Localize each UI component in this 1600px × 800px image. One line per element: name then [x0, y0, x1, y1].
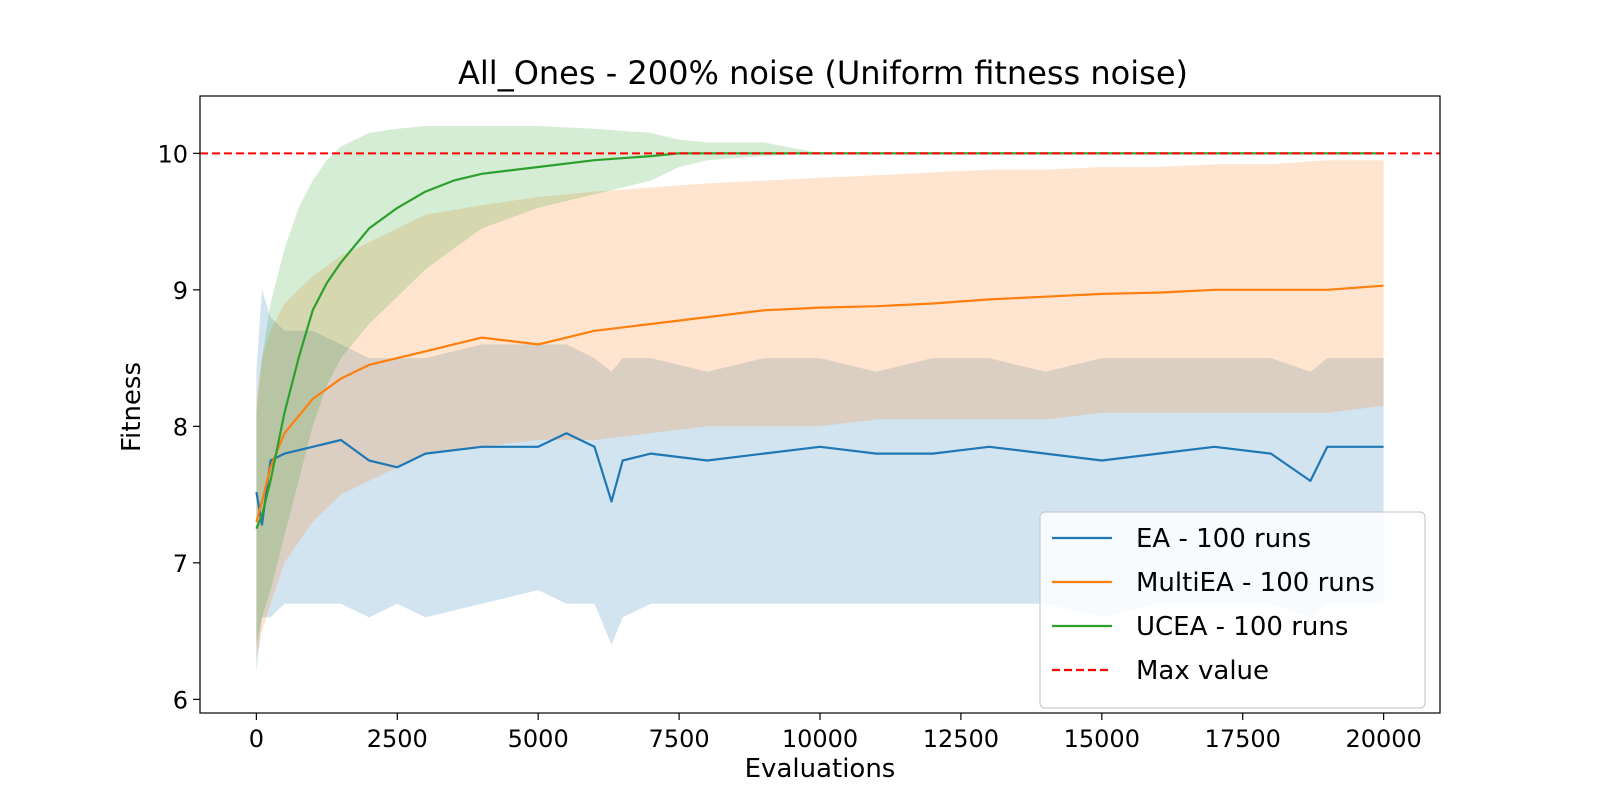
- multiea-100-runs-line: [255, 284, 1384, 523]
- x-tick-label: 10000: [782, 725, 858, 753]
- y-tick-label: 10: [157, 140, 188, 168]
- legend-frame: [1039, 511, 1426, 709]
- y-axis-ticks: 6 7 8 9 10: [157, 140, 200, 714]
- x-tick-label: 15000: [1064, 725, 1140, 753]
- x-tick-label: 7500: [649, 725, 710, 753]
- chart-title: All_Ones - 200% noise (Uniform fitness n…: [458, 54, 1188, 92]
- x-axis-label: Evaluations: [745, 754, 896, 784]
- x-tick-label: 0: [249, 725, 264, 753]
- y-tick-label: 6: [173, 686, 188, 714]
- legend: EA - 100 runs MultiEA - 100 runs UCEA - 10…: [1039, 511, 1426, 709]
- legend-label-ucea-100-runs: UCEA - 100 runs: [1136, 612, 1348, 642]
- ucea-100-runs-band: [256, 126, 1384, 645]
- legend-label-multiea-100-runs: MultiEA - 100 runs: [1136, 568, 1375, 598]
- x-tick-label: 5000: [508, 725, 569, 753]
- legend-label-ea-100-runs: EA - 100 runs: [1136, 524, 1311, 554]
- x-tick-label: 20000: [1345, 725, 1421, 753]
- x-tick-label: 17500: [1205, 725, 1281, 753]
- y-tick-label: 7: [173, 550, 188, 578]
- y-tick-label: 9: [173, 277, 188, 305]
- x-tick-label: 12500: [923, 725, 999, 753]
- ea-100-runs-line: [255, 432, 1384, 526]
- y-axis-label: Fitness: [117, 362, 147, 452]
- x-tick-label: 2500: [367, 725, 428, 753]
- y-tick-label: 8: [173, 413, 188, 441]
- legend-label-max-value: Max value: [1136, 656, 1269, 686]
- x-axis-ticks: 0 2500 5000 7500 10000 12500 15000 17500 20000: [249, 713, 1422, 753]
- multiea-100-runs-band: [256, 160, 1384, 659]
